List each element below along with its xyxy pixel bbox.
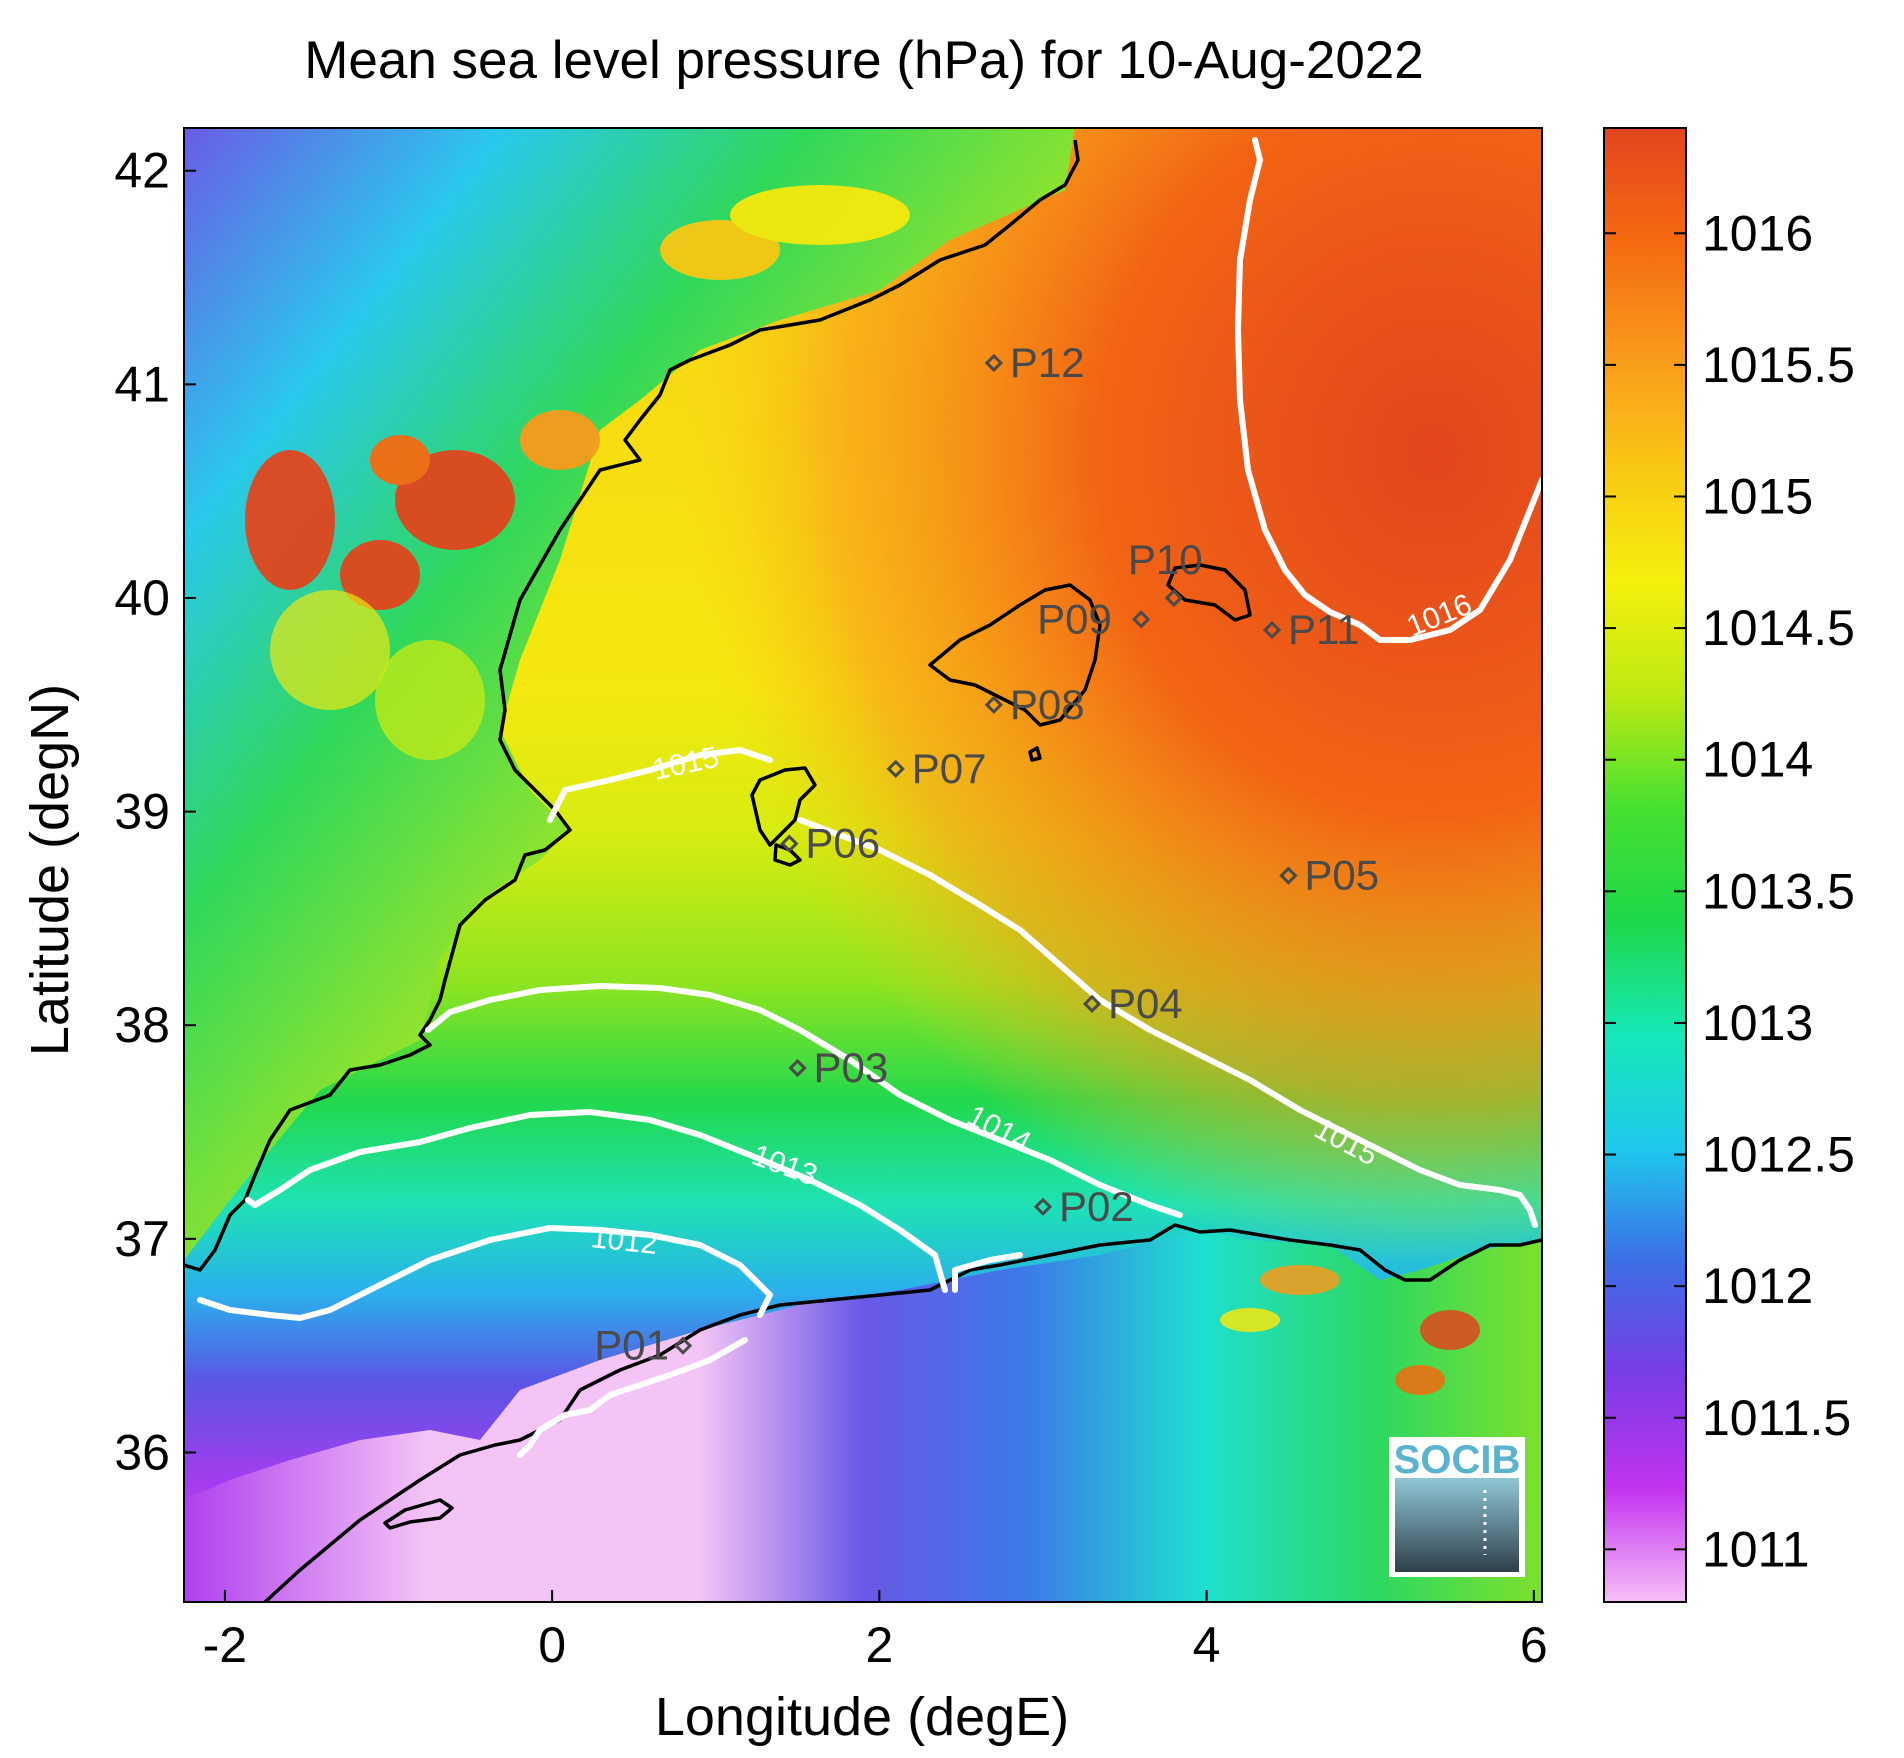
iberia-warm-spots: [245, 185, 910, 760]
y-tick-label: 39: [114, 784, 170, 840]
plot-frame: [183, 127, 1543, 1603]
y-axis-ticks: 42 41 40 39 38 37 36: [114, 143, 196, 1480]
station-markers: P01 P02 P03 P04 P05 P06 P07 P08 P09 P10 P11 P12: [594, 339, 1379, 1369]
station-p01: P01: [594, 1322, 693, 1369]
station-p06: P06: [780, 820, 880, 867]
station-p05: P05: [1279, 852, 1379, 899]
mallorca-coastline: [928, 583, 1102, 727]
x-tick-label: 2: [865, 1617, 893, 1673]
station-p03: P03: [788, 1044, 889, 1091]
socib-logo: SOCIB: [1389, 1437, 1525, 1577]
station-p12: P12: [984, 339, 1085, 386]
alboran-island-coastline: [383, 1498, 454, 1530]
colorbar-tick-label: 1012.5: [1702, 1127, 1855, 1183]
station-label: P11: [1288, 606, 1360, 653]
station-diamond-icon: [984, 353, 1004, 373]
y-tick-label: 42: [114, 143, 170, 199]
station-label: P03: [814, 1044, 889, 1091]
colorbar-tick-label: 1016: [1702, 205, 1813, 261]
station-p08: P08: [984, 681, 1085, 728]
x-tick-label: 0: [538, 1617, 566, 1673]
colorbar-tick-label: 1012: [1702, 1258, 1813, 1314]
isobar-1012: [197, 1225, 773, 1458]
station-label: P10: [1128, 536, 1203, 583]
colorbar-tick-label: 1013.5: [1702, 863, 1855, 919]
station-label: P09: [1037, 595, 1112, 642]
station-label: P06: [805, 820, 880, 867]
africa-coastline: [263, 1223, 1542, 1602]
y-axis-label: Latitude (degN): [20, 684, 80, 1056]
isobar-1015: [547, 747, 1538, 1228]
y-tick-label: 36: [114, 1424, 170, 1480]
x-axis-label: Longitude (degE): [655, 1687, 1069, 1747]
coastlines: [184, 139, 1542, 1602]
y-tick-label: 40: [114, 570, 170, 626]
colorbar-tick-label: 1011.5: [1702, 1390, 1851, 1446]
station-p09: P09: [1037, 595, 1151, 642]
station-diamond-icon: [1262, 620, 1282, 640]
iberia-land-field: [184, 128, 1075, 1260]
menorca-coastline: [1166, 563, 1252, 622]
station-diamond-icon: [1164, 588, 1183, 608]
colorbar-tick-label: 1011: [1702, 1521, 1810, 1577]
isobar-label-1012: 1012: [589, 1221, 659, 1261]
station-diamond-icon: [673, 1336, 693, 1355]
ibiza-coastline: [750, 766, 817, 847]
isobars: [197, 137, 1542, 1458]
isobar-1016: [1235, 137, 1542, 643]
logo-gradient-box: [1395, 1478, 1519, 1572]
isobar-1014: [425, 983, 1183, 1218]
station-diamond-icon: [1279, 866, 1298, 885]
map-title: Mean sea level pressure (hPa) for 10-Aug…: [304, 31, 1424, 90]
pressure-field: 1012 1013 1014 1015 1015 1016 P01P02P03P…: [184, 128, 1542, 1602]
station-diamond-icon: [780, 834, 799, 853]
station-diamond-icon: [984, 695, 1004, 714]
y-tick-label: 38: [114, 997, 170, 1053]
station-p04: P04: [1082, 980, 1183, 1027]
y-tick-label: 37: [114, 1211, 170, 1267]
station-label: P05: [1304, 852, 1379, 899]
colorbar-tick-label: 1013: [1702, 995, 1813, 1051]
station-diamond-icon: [1082, 994, 1102, 1013]
x-axis-ticks: -2 0 2 4 6: [203, 1590, 1548, 1673]
colorbar-tick-label: 1014: [1702, 732, 1813, 788]
x-tick-label: 6: [1520, 1617, 1548, 1673]
colorbar-tick-label: 1015.5: [1702, 337, 1855, 393]
station-p07: P07: [886, 745, 987, 792]
x-tick-label: -2: [203, 1617, 247, 1673]
station-label: P07: [912, 745, 987, 792]
colorbar: [1603, 127, 1687, 1603]
station-label: P04: [1108, 980, 1183, 1027]
station-p02: P02: [1033, 1183, 1134, 1230]
colorbar-tick-label: 1015: [1702, 469, 1813, 525]
station-diamond-icon: [1132, 610, 1151, 629]
station-diamond-icon: [788, 1058, 807, 1078]
station-p10: P10: [1128, 536, 1203, 608]
station-label: P01: [594, 1322, 669, 1369]
colorbar-ticks: 1016 1015.5 1015 1014.5 1014 1013.5 1013 1012.5…: [1604, 205, 1855, 1577]
station-diamond-icon: [886, 759, 905, 778]
cabrera-coastline: [1028, 746, 1042, 762]
colorbar-tick-label: 1014.5: [1702, 600, 1855, 656]
station-label: P12: [1010, 339, 1085, 386]
isobar-1013: [245, 1109, 1023, 1293]
station-diamond-icon: [1033, 1197, 1053, 1216]
station-p11: P11: [1262, 606, 1360, 653]
station-label: P02: [1059, 1183, 1134, 1230]
x-tick-label: 4: [1193, 1617, 1221, 1673]
y-tick-label: 41: [114, 356, 170, 412]
station-label: P08: [1010, 681, 1085, 728]
africa-warm-spots: [1220, 1265, 1480, 1395]
iberia-coastline: [184, 139, 1080, 1272]
logo-text: SOCIB: [1394, 1438, 1521, 1482]
africa-land-field: [184, 1230, 1542, 1602]
